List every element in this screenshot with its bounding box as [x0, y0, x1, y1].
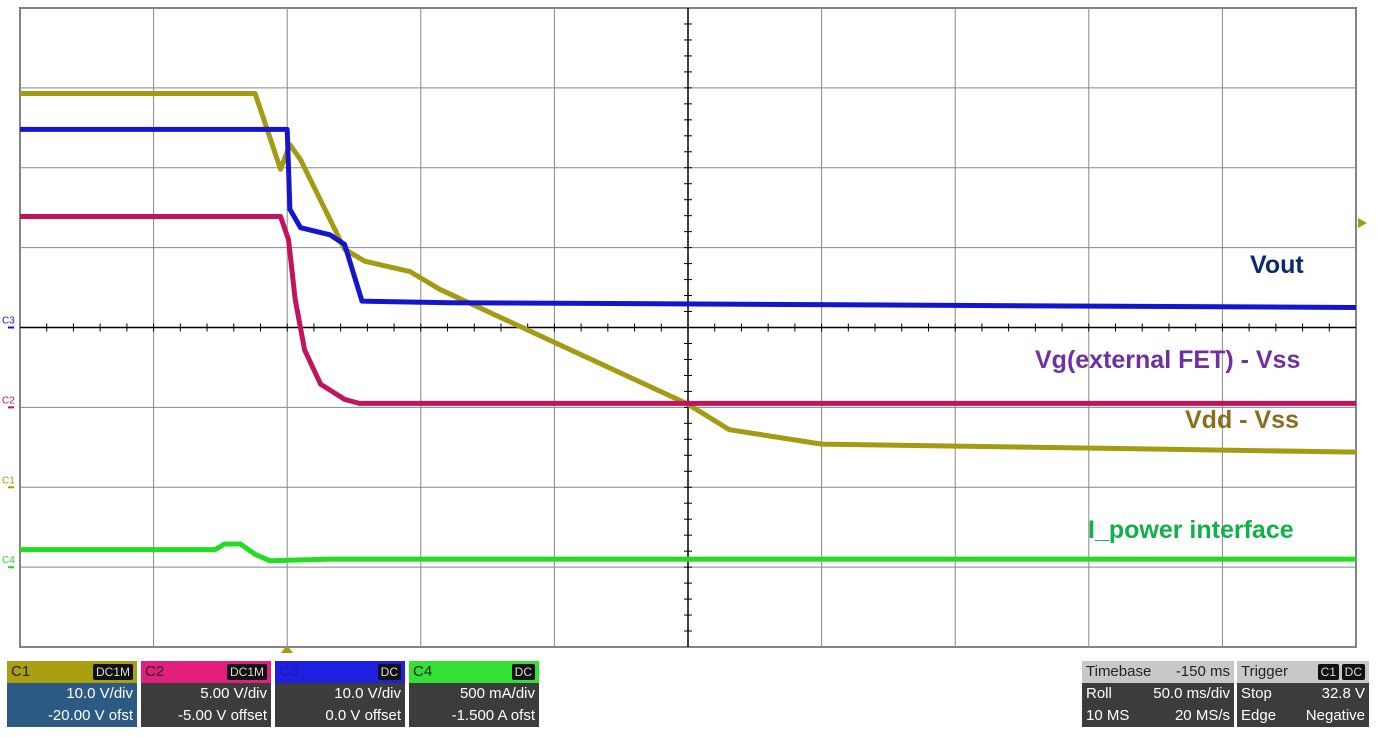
channel-coupling: DC1M: [226, 664, 267, 680]
trigger-header: Trigger C1 DC: [1237, 661, 1369, 683]
channel-box: C2 DC1M 5.00 V/div -5.00 V offset: [141, 661, 271, 731]
channel-name: C4: [413, 663, 433, 680]
trigger-coupling: DC: [1341, 664, 1365, 680]
channel-scale: 5.00 V/div: [200, 685, 267, 702]
trigger-box: Trigger C1 DC Stop 32.8 V Edge Negative: [1237, 661, 1369, 731]
channel-row: -5.00 V offset: [141, 705, 271, 727]
trigger-title: Trigger: [1241, 663, 1288, 680]
trigger-source: C1: [1317, 664, 1339, 680]
channel-row: 500 mA/div: [409, 683, 539, 705]
timebase-row: 10 MS 20 MS/s: [1082, 705, 1234, 727]
timebase-rate: 20 MS/s: [1174, 707, 1230, 724]
trace-label: Vg(external FET) - Vss: [1035, 346, 1300, 374]
channel-marker: C2: [2, 395, 15, 406]
trace-label: I_power interface: [1088, 516, 1294, 544]
channel-box: C1 DC1M 10.0 V/div -20.00 V ofst: [7, 661, 137, 731]
timebase-scale: 50.0 ms/div: [1153, 685, 1230, 702]
channel-row: -20.00 V ofst: [7, 705, 137, 727]
trace: [20, 126, 1357, 310]
channel-header: C1 DC1M: [7, 661, 137, 683]
channel-scale: 10.0 V/div: [334, 685, 401, 702]
channel-coupling: DC: [511, 664, 535, 680]
channel-header: C3 DC: [275, 661, 405, 683]
channel-offset: -20.00 V ofst: [47, 707, 133, 724]
channel-box: C3 DC 10.0 V/div 0.0 V offset: [275, 661, 405, 731]
channel-scale: 10.0 V/div: [66, 685, 133, 702]
trace: [20, 214, 1356, 406]
channel-offset: -5.00 V offset: [178, 707, 267, 724]
timebase-row: Roll 50.0 ms/div: [1082, 683, 1234, 705]
channel-row: 5.00 V/div: [141, 683, 271, 705]
channel-name: C1: [11, 663, 31, 680]
trigger-type: Edge: [1241, 707, 1277, 724]
timebase-header: Timebase -150 ms: [1082, 661, 1234, 683]
scope-display: Vdd - Vss C1 Vg(external FET) - Vss C2 Vout C…: [2, 7, 1367, 653]
channel-coupling: DC: [377, 664, 401, 680]
trace-label: Vdd - Vss: [1185, 406, 1299, 434]
channel-marker: C1: [2, 475, 15, 486]
trigger-mode: Stop: [1241, 685, 1272, 702]
timebase-delay: -150 ms: [1175, 663, 1230, 680]
channel-row: 0.0 V offset: [275, 705, 405, 727]
trigger-row: Stop 32.8 V: [1237, 683, 1369, 705]
timebase-box: Timebase -150 ms Roll 50.0 ms/div 10 MS 20 MS…: [1082, 661, 1234, 731]
channel-marker: C3: [2, 316, 15, 327]
channel-header: C4 DC: [409, 661, 539, 683]
channel-name: C2: [145, 663, 165, 680]
trigger-slope: Negative: [1305, 707, 1365, 724]
trace: [20, 541, 1356, 564]
timebase-memory: 10 MS: [1086, 707, 1130, 724]
trigger-level-marker: [1358, 218, 1367, 228]
channel-row: 10.0 V/div: [7, 683, 137, 705]
trigger-row: Edge Negative: [1237, 705, 1369, 727]
channel-marker: C4: [2, 555, 15, 566]
channel-offset: -1.500 A ofst: [451, 707, 535, 724]
channel-row: -1.500 A ofst: [409, 705, 539, 727]
trigger-level: 32.8 V: [1321, 685, 1365, 702]
channel-offset: 0.0 V offset: [325, 707, 401, 724]
channel-header: C2 DC1M: [141, 661, 271, 683]
trace: [20, 91, 1357, 455]
channel-name: C3: [279, 663, 299, 680]
channel-row: 10.0 V/div: [275, 683, 405, 705]
trigger-time-marker: [281, 645, 293, 653]
trace-label: Vout: [1250, 251, 1304, 279]
channel-scale: 500 mA/div: [459, 685, 535, 702]
timebase-title: Timebase: [1086, 663, 1152, 680]
channel-box: C4 DC 500 mA/div -1.500 A ofst: [409, 661, 539, 731]
channel-coupling: DC1M: [92, 664, 133, 680]
timebase-mode: Roll: [1086, 685, 1112, 702]
